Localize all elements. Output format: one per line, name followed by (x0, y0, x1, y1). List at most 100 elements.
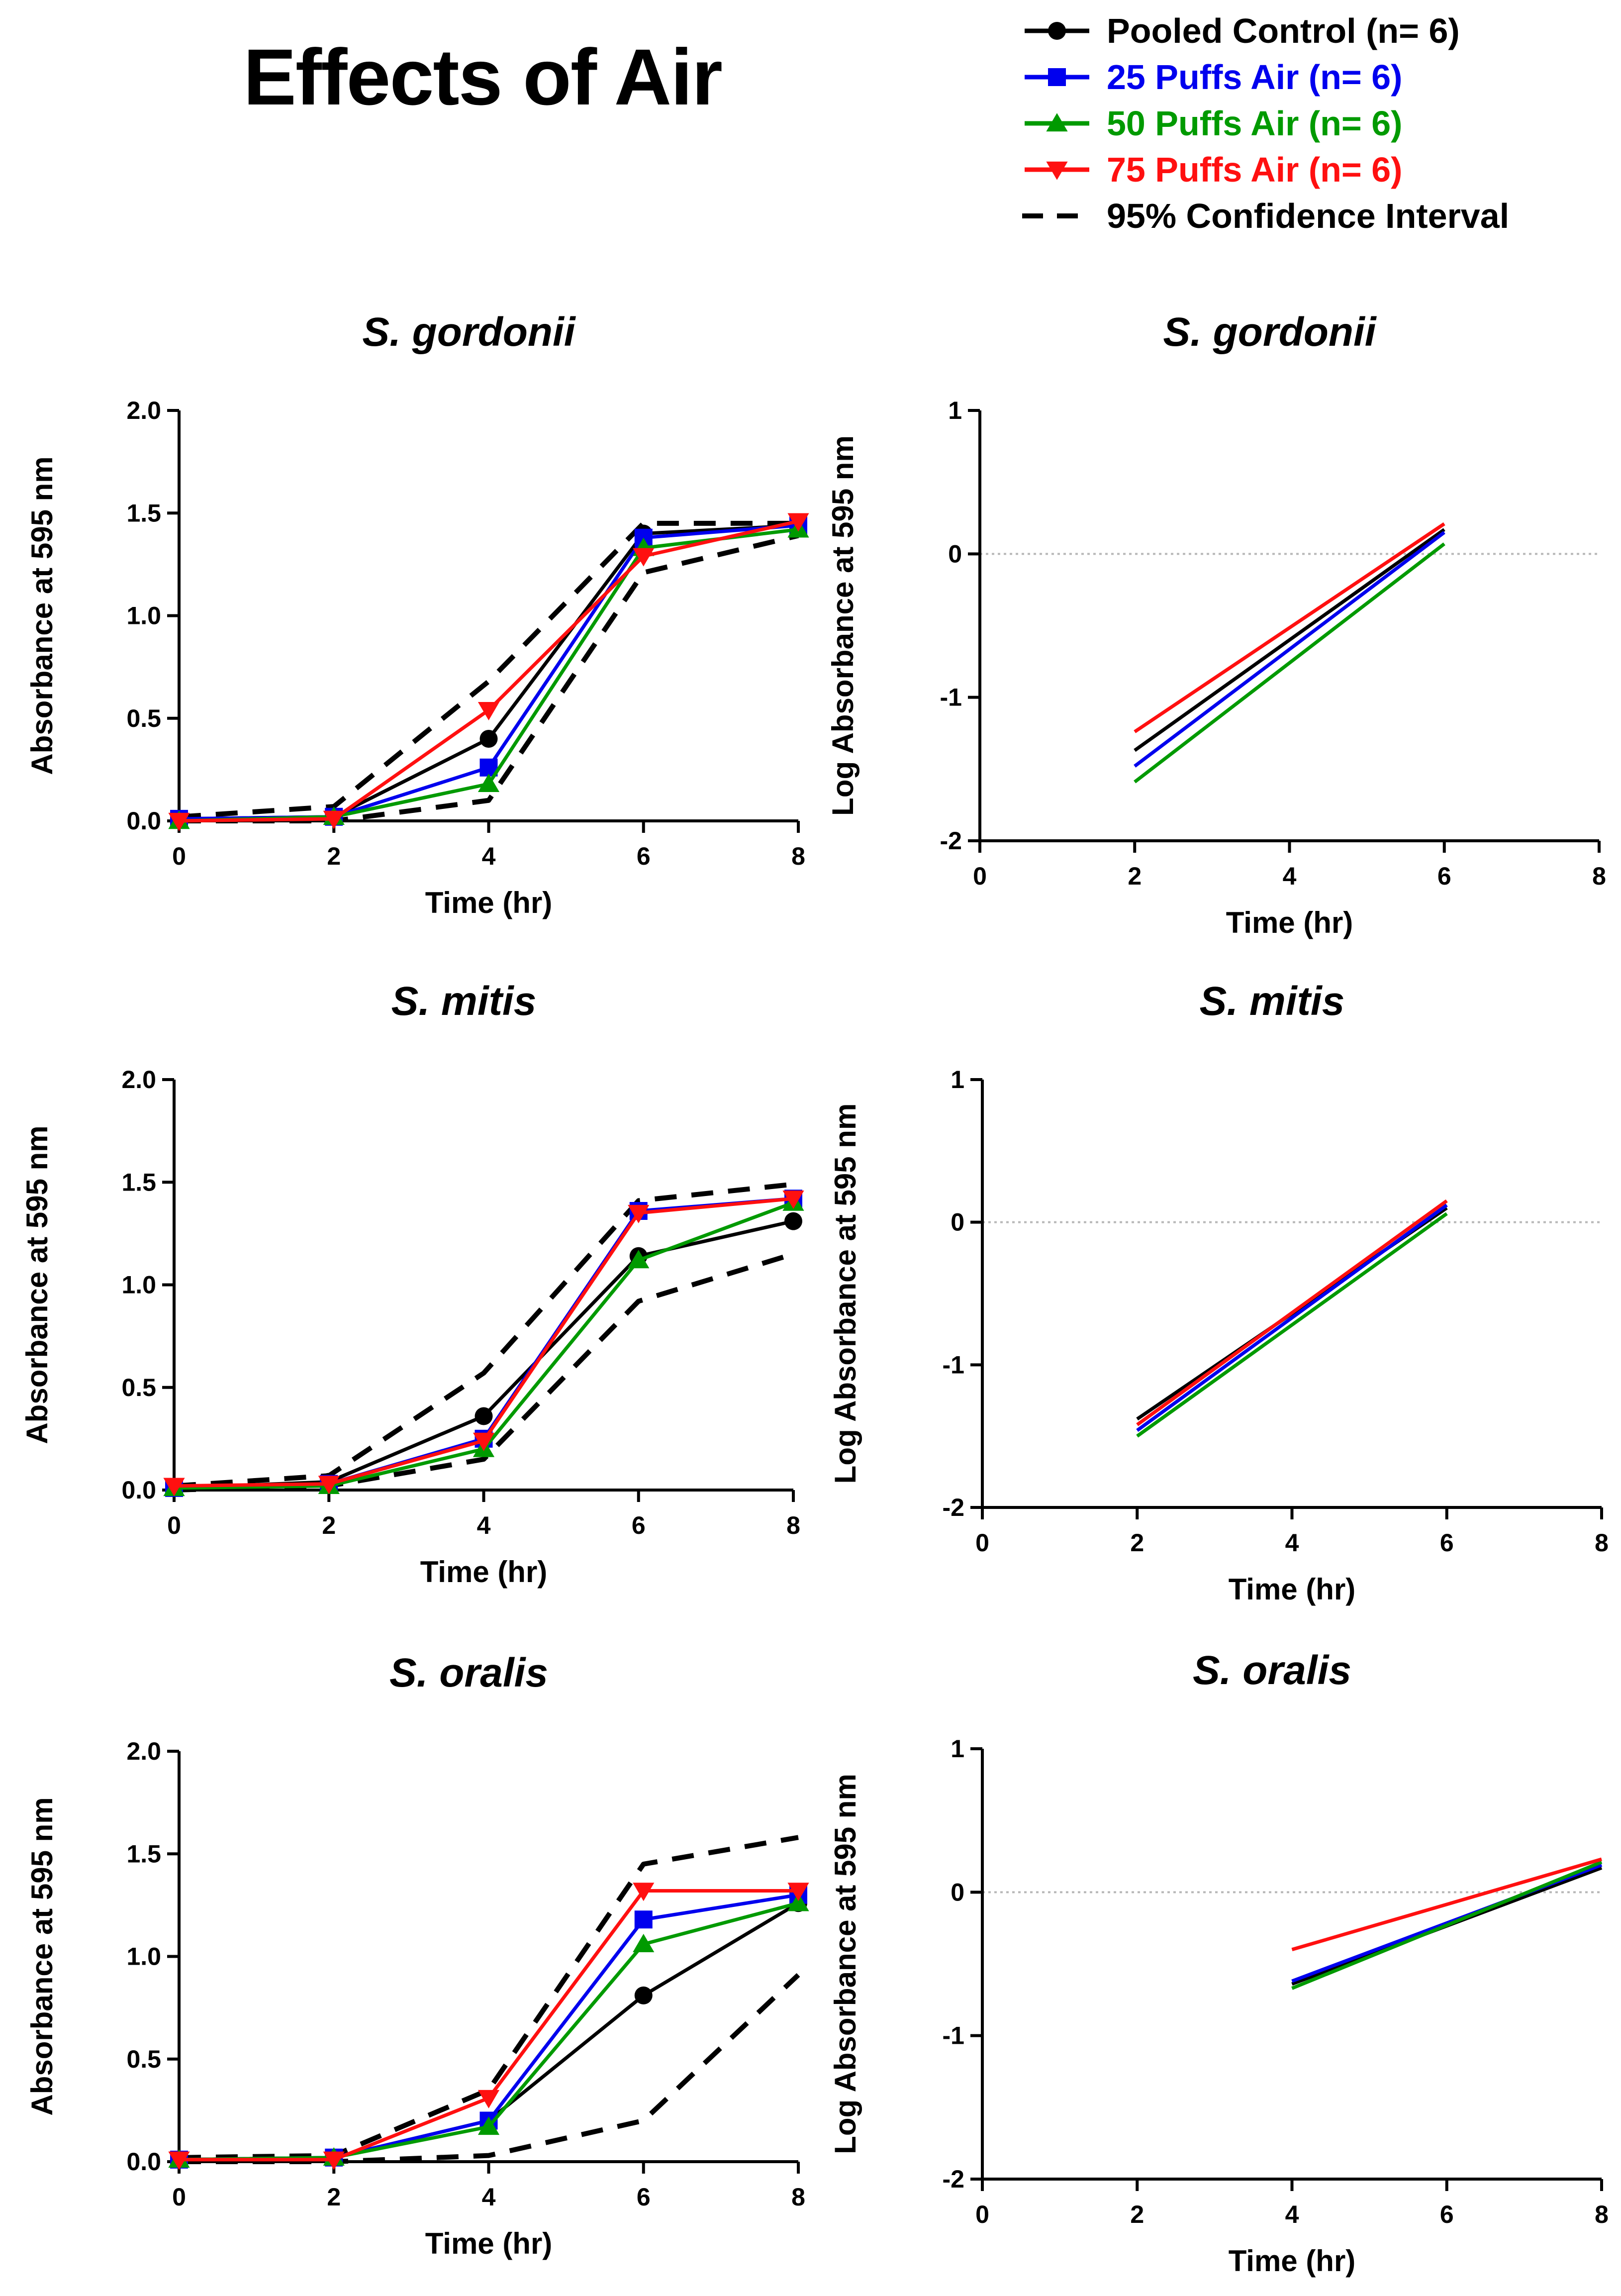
data-point (477, 2090, 500, 2108)
legend-item-75-puffs-air-n-6: 75 Puffs Air (n= 6) (1025, 150, 1403, 189)
y-axis-label: Absorbance at 595 nm (25, 1797, 59, 2115)
x-tick-label: 8 (1595, 1529, 1609, 1557)
data-point (633, 1934, 655, 1952)
x-tick-label: 8 (786, 1511, 800, 1539)
series-75-puffs-air-n-6 (1291, 1857, 1602, 1952)
data-point (634, 1986, 653, 2004)
x-tick-label: 4 (1285, 2200, 1299, 2228)
x-axis-label: Time (hr) (420, 1555, 548, 1589)
y-tick-label: 2.0 (126, 397, 161, 424)
y-tick-label: 2.0 (126, 1737, 161, 1765)
x-axis-label: Time (hr) (1229, 2244, 1356, 2278)
x-tick-label: 0 (172, 2183, 186, 2211)
x-tick-label: 6 (1440, 1529, 1454, 1557)
series-line (1291, 1857, 1602, 1952)
data-point (633, 548, 655, 567)
series-line (1134, 531, 1445, 768)
y-axis-label: Log Absorbance at 595 nm (829, 1774, 862, 2154)
series-75-puffs-air-n-6 (168, 1883, 809, 2170)
y-axis-label: Absorbance at 595 nm (25, 456, 59, 775)
x-tick-label: 2 (327, 842, 341, 870)
x-tick-label: 0 (975, 1529, 989, 1557)
data-point (787, 1883, 809, 1901)
x-tick-label: 2 (1128, 862, 1142, 890)
legend-item-95-confidence-interval: 95% Confidence Interval (1022, 197, 1509, 235)
data-point (628, 1204, 650, 1223)
data-point (787, 1893, 809, 1911)
y-tick-label: -1 (943, 2022, 964, 2050)
data-point (475, 1407, 493, 1425)
y-tick-label: -1 (940, 684, 962, 711)
panel-title: S. gordonii (362, 309, 576, 355)
data-point (477, 2116, 500, 2135)
y-tick-label: 1.5 (121, 1168, 156, 1196)
ci-lower-line (179, 533, 799, 823)
y-tick-label: 1 (951, 1066, 964, 1094)
data-point (477, 702, 500, 720)
x-axis-label: Time (hr) (425, 886, 553, 919)
series-line (1136, 1203, 1448, 1432)
legend-swatch-marker (1048, 68, 1066, 86)
legend-swatch-marker (1046, 161, 1068, 180)
panel-1-s-gordonii-linear: S. gordonii 0.0 0.5 1.0 1.5 2.0 0 2 4 6 8 Time (hr)… (25, 309, 809, 919)
data-point (168, 2151, 190, 2170)
data-point (633, 1883, 655, 1901)
x-tick-label: 2 (1130, 2200, 1144, 2228)
series-75-puffs-air-n-6 (168, 513, 809, 831)
legend-label: 75 Puffs Air (n= 6) (1107, 150, 1403, 189)
panel-title: S. gordonii (1163, 309, 1377, 355)
y-tick-label: 1.0 (121, 1271, 156, 1299)
y-tick-label: -2 (943, 1494, 964, 1521)
legend: Pooled Control (n= 6) 25 Puffs Air (n= 6)… (1022, 11, 1509, 235)
series-line (1134, 528, 1445, 752)
data-point (473, 1432, 495, 1451)
y-tick-label: 0 (948, 540, 962, 568)
legend-label: 95% Confidence Interval (1107, 197, 1509, 235)
data-point (784, 1212, 802, 1230)
data-point (323, 810, 345, 829)
y-tick-label: 0.0 (126, 2148, 161, 2176)
y-axis-label: Log Absorbance at 595 nm (826, 435, 859, 816)
y-tick-label: -2 (940, 827, 962, 855)
x-tick-label: 2 (327, 2183, 341, 2211)
panel-title: S. mitis (391, 979, 537, 1024)
y-tick-label: 1.5 (126, 499, 161, 527)
panel-5-s-oralis-linear: S. oralis 0.0 0.5 1.0 1.5 2.0 0 2 4 6 8 Time (hr) Ab… (25, 1650, 809, 2260)
legend-swatch-marker (1048, 22, 1066, 40)
x-tick-label: 4 (482, 842, 496, 870)
series-50-puffs-air-n-6 (1134, 542, 1445, 784)
legend-item-50-puffs-air-n-6: 50 Puffs Air (n= 6) (1025, 104, 1403, 143)
legend-label: 25 Puffs Air (n= 6) (1107, 58, 1403, 97)
x-axis-label: Time (hr) (425, 2227, 553, 2260)
y-tick-label: 2.0 (121, 1066, 156, 1094)
series-line (1136, 1199, 1448, 1426)
y-tick-label: 0 (951, 1878, 964, 1906)
series-25-puffs-air-n-6 (1134, 531, 1445, 768)
figure-title: Effects of Air (243, 32, 722, 121)
panel-3-s-mitis-linear: S. mitis 0.0 0.5 1.0 1.5 2.0 0 2 4 6 8 Time (hr) Abs… (20, 979, 804, 1589)
chart-panels: S. gordonii 0.0 0.5 1.0 1.5 2.0 0 2 4 6 8 Time (hr)… (20, 309, 1609, 2278)
x-tick-label: 6 (1440, 2200, 1454, 2228)
legend-item-25-puffs-air-n-6: 25 Puffs Air (n= 6) (1025, 58, 1403, 97)
data-point (318, 1476, 340, 1495)
data-point (628, 1250, 650, 1269)
ci-upper-line (174, 1182, 794, 1489)
y-tick-label: 0.0 (121, 1476, 156, 1504)
x-tick-label: 6 (637, 842, 651, 870)
y-tick-label: -2 (943, 2165, 964, 2193)
data-point (163, 1478, 185, 1497)
x-tick-label: 4 (482, 2183, 496, 2211)
y-tick-label: 0 (951, 1208, 964, 1236)
series-25-puffs-air-n-6 (1136, 1203, 1448, 1432)
ci-lower-line (174, 1251, 794, 1493)
x-tick-label: 0 (973, 862, 987, 890)
x-tick-label: 8 (1592, 862, 1606, 890)
y-tick-label: 1 (951, 1735, 964, 1763)
y-tick-label: 0.5 (126, 2045, 161, 2073)
x-tick-label: 2 (1130, 1529, 1144, 1557)
x-tick-label: 6 (637, 2183, 651, 2211)
legend-item-pooled-control-n-6: Pooled Control (n= 6) (1025, 11, 1460, 50)
series-line (1136, 1212, 1448, 1438)
y-tick-label: 1.0 (126, 1943, 161, 1971)
series-line (1291, 1860, 1603, 1990)
